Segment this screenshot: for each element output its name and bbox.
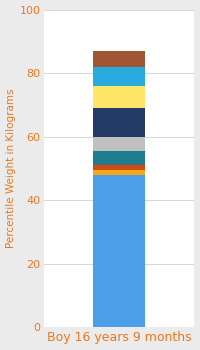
Bar bbox=[93, 136, 145, 151]
Bar bbox=[93, 51, 145, 67]
Bar bbox=[93, 170, 145, 175]
Bar bbox=[93, 165, 145, 170]
Y-axis label: Percentile Weight in Kilograms: Percentile Weight in Kilograms bbox=[6, 89, 16, 248]
Bar bbox=[93, 86, 145, 108]
Bar bbox=[93, 175, 145, 327]
Bar bbox=[93, 108, 145, 136]
Bar bbox=[93, 151, 145, 165]
Bar bbox=[93, 67, 145, 86]
